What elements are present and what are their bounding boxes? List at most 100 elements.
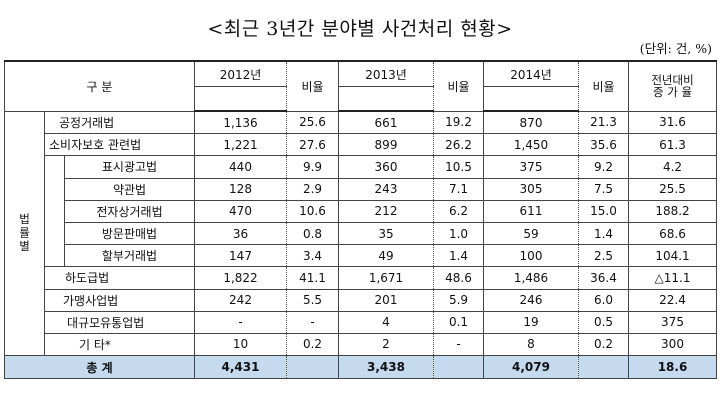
header-2014-ratio: 비율 — [578, 60, 629, 112]
cell-2012-ratio: 25.6 — [286, 110, 339, 135]
cell-2012-ratio: 0.2 — [286, 332, 339, 357]
cell-2014-ratio: 21.3 — [578, 110, 629, 135]
cell-2014-count: 100 — [483, 244, 579, 268]
cell-2012-ratio: 0.8 — [286, 221, 339, 246]
cell-2013-count: 212 — [338, 199, 434, 223]
header-2014-blank — [483, 86, 579, 112]
total-2014-ratio — [578, 355, 629, 380]
table-row: 대규모유통업법 - - 4 0.1 19 0.5 375 — [5, 310, 717, 334]
cell-2013-ratio: 1.0 — [433, 221, 484, 246]
table-row: 약관법 128 2.9 243 7.1 305 7.5 25.5 — [5, 177, 717, 201]
cell-2014-count: 375 — [483, 155, 579, 179]
row-label: 약관법 — [64, 177, 195, 201]
header-2012: 2012년 — [194, 60, 287, 87]
cell-2013-ratio: 19.2 — [433, 110, 484, 135]
table-row: 방문판매법 36 0.8 35 1.0 59 1.4 68.6 — [5, 221, 717, 246]
cell-2014-count: 611 — [483, 199, 579, 223]
cell-2014-ratio: 35.6 — [578, 133, 629, 157]
cell-2014-ratio: 7.5 — [578, 177, 629, 201]
group-label: 법률별 — [17, 213, 32, 254]
total-2014-count: 4,079 — [483, 355, 579, 380]
header-yoy-line1: 전년대비 — [651, 73, 694, 88]
table-row: 할부거래법 147 3.4 49 1.4 100 2.5 104.1 — [5, 244, 717, 268]
cell-2012-count: 1,136 — [194, 110, 287, 135]
header-2013: 2013년 — [338, 60, 434, 87]
table-row: 전자상거래법 470 10.6 212 6.2 611 15.0 188.2 — [5, 199, 717, 223]
cell-yoy: 104.1 — [628, 244, 717, 268]
cell-2014-ratio: 1.4 — [578, 221, 629, 246]
header-2014: 2014년 — [483, 60, 579, 87]
header-yoy-line2: 증 가 율 — [652, 85, 693, 100]
table-row: 소비자보호 관련법 1,221 27.6 899 26.2 1,450 35.6… — [5, 133, 717, 157]
cell-yoy: 68.6 — [628, 221, 717, 246]
case-stats-table: 구 분 2012년 비율 2013년 비율 2014년 비율 전년대비 증 가 … — [4, 60, 717, 380]
cell-2013-ratio: 5.9 — [433, 288, 484, 312]
total-yoy: 18.6 — [628, 355, 717, 380]
cell-2012-ratio: 27.6 — [286, 133, 339, 157]
cell-2013-ratio: 0.1 — [433, 310, 484, 334]
header-2013-blank — [338, 86, 434, 112]
cell-2014-count: 8 — [483, 332, 579, 357]
cell-yoy: △11.1 — [628, 266, 717, 290]
row-label: 방문판매법 — [64, 221, 195, 246]
row-label: 표시광고법 — [64, 155, 195, 179]
total-label: 총 계 — [4, 355, 195, 380]
header-2012-ratio: 비율 — [286, 60, 339, 112]
cell-2012-ratio: - — [286, 310, 339, 334]
cell-yoy: 22.4 — [628, 288, 717, 312]
cell-2013-ratio: 1.4 — [433, 244, 484, 268]
total-2012-count: 4,431 — [194, 355, 287, 380]
cell-2014-ratio: 0.5 — [578, 310, 629, 334]
row-label: 하도급법 — [44, 266, 195, 290]
cell-2014-ratio: 6.0 — [578, 288, 629, 312]
cell-2012-count: 10 — [194, 332, 287, 357]
cell-2013-count: 360 — [338, 155, 434, 179]
cell-2012-count: - — [194, 310, 287, 334]
cell-2013-count: 49 — [338, 244, 434, 268]
row-label: 할부거래법 — [64, 244, 195, 268]
cell-2014-count: 1,486 — [483, 266, 579, 290]
cell-2013-ratio: 7.1 — [433, 177, 484, 201]
cell-2013-ratio: 26.2 — [433, 133, 484, 157]
cell-2012-count: 1,221 — [194, 133, 287, 157]
header-yoy: 전년대비 증 가 율 — [628, 60, 717, 112]
cell-2012-count: 147 — [194, 244, 287, 268]
cell-2014-count: 870 — [483, 110, 579, 135]
table-row: 기 타* 10 0.2 2 - 8 0.2 300 — [5, 332, 717, 357]
cell-2014-ratio: 9.2 — [578, 155, 629, 179]
subgroup-indent-cell — [44, 155, 65, 268]
cell-2012-ratio: 2.9 — [286, 177, 339, 201]
cell-2012-count: 242 — [194, 288, 287, 312]
cell-yoy: 300 — [628, 332, 717, 357]
cell-2013-ratio: 48.6 — [433, 266, 484, 290]
cell-2012-ratio: 9.9 — [286, 155, 339, 179]
total-row: 총 계 4,431 3,438 4,079 18.6 — [4, 355, 717, 380]
cell-2014-count: 246 — [483, 288, 579, 312]
cell-2013-ratio: - — [433, 332, 484, 357]
cell-2012-ratio: 3.4 — [286, 244, 339, 268]
cell-2013-ratio: 6.2 — [433, 199, 484, 223]
header-2013-ratio: 비율 — [433, 60, 484, 112]
cell-2012-ratio: 10.6 — [286, 199, 339, 223]
row-label: 공정거래법 — [44, 110, 195, 135]
cell-2013-count: 201 — [338, 288, 434, 312]
table-row: 하도급법 1,822 41.1 1,671 48.6 1,486 36.4 △1… — [5, 266, 717, 290]
cell-2014-ratio: 0.2 — [578, 332, 629, 357]
page-title: <최근 3년간 분야별 사건처리 현황> — [207, 18, 513, 40]
row-label: 소비자보호 관련법 — [44, 133, 195, 157]
header-2012-blank — [194, 86, 287, 112]
row-label: 전자상거래법 — [64, 199, 195, 223]
cell-2013-count: 1,671 — [338, 266, 434, 290]
cell-2013-count: 35 — [338, 221, 434, 246]
cell-yoy: 188.2 — [628, 199, 717, 223]
cell-2014-ratio: 15.0 — [578, 199, 629, 223]
cell-2013-count: 899 — [338, 133, 434, 157]
cell-yoy: 4.2 — [628, 155, 717, 179]
row-label: 대규모유통업법 — [44, 310, 195, 334]
total-2012-ratio — [286, 355, 339, 380]
cell-2014-count: 19 — [483, 310, 579, 334]
cell-2013-count: 2 — [338, 332, 434, 357]
group-label-cell: 법률별 — [4, 110, 45, 357]
cell-2013-count: 243 — [338, 177, 434, 201]
cell-2013-count: 4 — [338, 310, 434, 334]
